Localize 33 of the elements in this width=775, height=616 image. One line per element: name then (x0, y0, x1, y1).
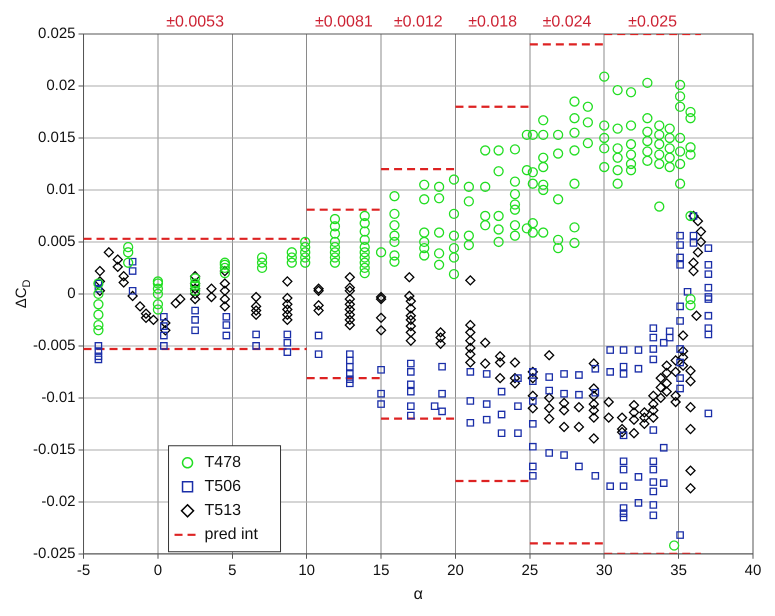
y-tick-label: -0.025 (32, 544, 76, 562)
y-tick-label: 0.025 (38, 25, 76, 42)
y-tick-label: 0.005 (38, 233, 76, 250)
x-axis-title: α (414, 586, 423, 603)
x-tick-label: 10 (298, 562, 316, 579)
x-tick-label: 35 (670, 562, 687, 579)
x-tick-label: 20 (447, 562, 464, 579)
y-tick-label: -0.005 (32, 337, 76, 354)
y-tick-label: 0.01 (46, 181, 76, 198)
legend-label: T478 (204, 454, 242, 472)
x-tick-label: 5 (228, 562, 236, 579)
text: ±0.0053 (166, 13, 224, 30)
text: ±0.025 (628, 13, 678, 30)
x-tick-label: 25 (522, 562, 538, 579)
x-tick-label: 30 (596, 562, 613, 579)
y-axis-title: ΔCD (13, 279, 34, 308)
legend-label: pred int (204, 526, 258, 544)
text: ±0.024 (542, 13, 592, 30)
legend-label: T506 (204, 478, 242, 496)
y-tick-label: 0 (67, 285, 76, 302)
x-tick-label: 15 (372, 562, 390, 579)
text: ±0.0081 (315, 13, 373, 30)
y-tick-label: -0.01 (41, 389, 76, 406)
y-tick-label: 0.015 (38, 129, 76, 146)
y-tick-label: -0.015 (32, 440, 76, 458)
x-tick-label: 0 (154, 562, 162, 579)
legend-label: T513 (204, 502, 242, 520)
x-tick-label: 40 (744, 562, 762, 579)
y-tick-label: 0.02 (46, 77, 76, 94)
text: ±0.012 (394, 13, 443, 30)
text: ±0.018 (468, 13, 518, 30)
x-tick-label: -5 (76, 562, 90, 579)
y-tick-label: -0.02 (41, 492, 76, 510)
